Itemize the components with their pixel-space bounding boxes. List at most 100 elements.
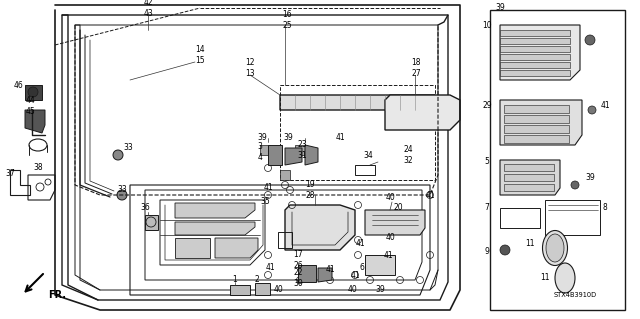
Polygon shape [365,255,395,275]
Polygon shape [255,283,270,295]
Polygon shape [298,265,316,282]
Polygon shape [175,222,255,235]
Text: 40: 40 [385,234,395,242]
Text: FR.: FR. [48,290,66,300]
Text: 24
32: 24 32 [403,145,413,165]
Bar [545,200,600,235]
Text: 44
45: 44 45 [25,96,35,116]
Circle shape [571,181,579,189]
Polygon shape [500,160,560,195]
Text: 38: 38 [33,164,43,173]
Ellipse shape [555,263,575,293]
Text: 46: 46 [13,80,23,90]
Text: 40: 40 [273,286,283,294]
Bar [500,46,570,52]
Text: 18
27: 18 27 [411,58,421,78]
Text: 9: 9 [484,248,490,256]
Text: 36: 36 [140,204,150,212]
Text: 40: 40 [347,286,357,294]
Text: 12
13: 12 13 [245,58,255,78]
Polygon shape [285,205,355,250]
Text: 6: 6 [360,263,364,272]
Text: 5: 5 [484,158,490,167]
Text: 33: 33 [123,144,133,152]
Polygon shape [295,145,305,155]
Text: 41: 41 [600,100,610,109]
Text: 2: 2 [255,276,259,285]
Text: 3
4: 3 4 [257,142,262,162]
Bar [490,10,625,310]
Polygon shape [500,100,582,145]
Circle shape [113,150,123,160]
Text: 23
31: 23 31 [297,140,307,160]
Text: 11: 11 [540,273,550,283]
Polygon shape [280,95,435,110]
Text: 39: 39 [257,133,267,143]
Text: 42
43: 42 43 [143,0,153,18]
Bar [504,184,554,191]
Bar [280,85,435,180]
Polygon shape [268,145,282,165]
Text: 20: 20 [393,204,403,212]
Polygon shape [260,145,270,155]
Polygon shape [175,238,210,258]
Polygon shape [285,148,302,165]
Text: 14
15: 14 15 [195,45,205,65]
Circle shape [588,106,596,114]
Ellipse shape [543,231,568,265]
Polygon shape [25,85,42,100]
Bar [504,135,569,143]
Bar [504,115,569,123]
Ellipse shape [546,234,564,262]
Polygon shape [280,170,290,180]
Polygon shape [500,25,580,80]
Text: 10: 10 [482,20,492,29]
Text: 17
26: 17 26 [293,250,303,270]
Text: 41: 41 [325,265,335,275]
Text: 39: 39 [495,4,505,12]
Bar [504,164,554,171]
Text: 22
30: 22 30 [293,268,303,288]
Text: 39: 39 [375,286,385,294]
Text: 41: 41 [355,239,365,248]
Text: 37: 37 [5,168,15,177]
Polygon shape [318,268,332,282]
Text: 41: 41 [425,190,435,199]
Text: 33: 33 [117,186,127,195]
Polygon shape [385,95,460,130]
Text: 41: 41 [350,271,360,279]
Bar [500,30,570,36]
Text: 41: 41 [265,263,275,272]
Text: 16
25: 16 25 [282,10,292,30]
Text: 35: 35 [260,197,270,206]
Polygon shape [215,238,258,258]
Text: 7: 7 [484,204,490,212]
Text: 40: 40 [385,194,395,203]
Bar [504,105,569,113]
Polygon shape [305,145,318,165]
Bar [500,54,570,60]
Polygon shape [175,203,255,218]
Bar [500,70,570,76]
Text: 19
28: 19 28 [305,180,315,200]
Bar [500,38,570,44]
Text: 1: 1 [232,276,237,285]
Bar [504,174,554,181]
Circle shape [28,87,38,97]
Bar [500,62,570,68]
Circle shape [117,190,127,200]
Polygon shape [365,210,425,235]
Bar [500,208,540,228]
Text: 8: 8 [603,204,607,212]
Text: 34: 34 [363,151,373,160]
Text: STX4B3910D: STX4B3910D [554,292,596,298]
Polygon shape [145,215,158,230]
Text: 39: 39 [585,174,595,182]
Bar [504,125,569,133]
Text: 41: 41 [335,133,345,143]
Text: 41: 41 [263,183,273,192]
Circle shape [500,245,510,255]
Polygon shape [230,285,250,295]
Text: 11: 11 [525,239,535,248]
Text: 39: 39 [283,133,293,143]
